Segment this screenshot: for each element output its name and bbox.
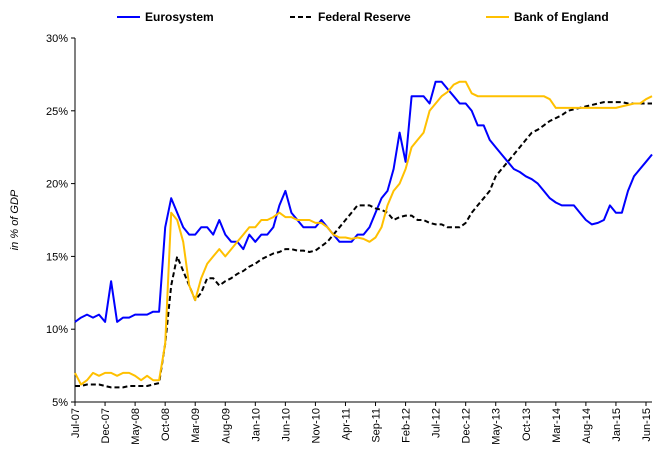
- x-tick-label: Apr-11: [340, 408, 352, 440]
- y-tick-label: 5%: [52, 397, 68, 409]
- legend-label: Eurosystem: [145, 10, 214, 24]
- legend-label: Bank of England: [514, 10, 609, 24]
- x-tick-label: Jul-07: [70, 408, 82, 438]
- x-tick-label: May-08: [130, 408, 142, 445]
- x-tick-label: Jan-15: [611, 408, 623, 442]
- x-tick-label: Oct-13: [521, 408, 533, 441]
- x-tick-label: Aug-14: [581, 408, 593, 443]
- y-tick-label: 25%: [46, 106, 68, 118]
- x-tick-label: Aug-09: [220, 408, 232, 443]
- y-tick-label: 10%: [46, 324, 68, 336]
- y-tick-label: 30%: [46, 33, 68, 45]
- x-tick-label: Jul-12: [431, 408, 443, 438]
- x-tick-label: Nov-10: [310, 408, 322, 443]
- series-line: [74, 80, 653, 386]
- x-tick-label: Sep-11: [371, 408, 383, 443]
- series-line: [75, 101, 652, 389]
- x-tick-label: Oct-08: [160, 408, 172, 441]
- series-line: [74, 80, 653, 323]
- y-tick-label: 20%: [46, 179, 68, 191]
- x-tick-label: Mar-09: [190, 408, 202, 443]
- x-tick-label: Feb-12: [401, 408, 413, 443]
- x-tick-label: May-13: [491, 408, 503, 445]
- x-tick-label: Dec-12: [461, 408, 473, 443]
- x-tick-label: Mar-14: [551, 408, 563, 443]
- x-tick-label: Jun-10: [280, 408, 292, 442]
- y-tick-label: 15%: [46, 251, 68, 263]
- y-axis-label: in % of GDP: [9, 189, 21, 250]
- x-tick-label: Dec-07: [100, 408, 112, 443]
- x-tick-label: Jun-15: [641, 408, 653, 442]
- x-tick-label: Jan-10: [250, 408, 262, 442]
- legend-label: Federal Reserve: [318, 10, 411, 24]
